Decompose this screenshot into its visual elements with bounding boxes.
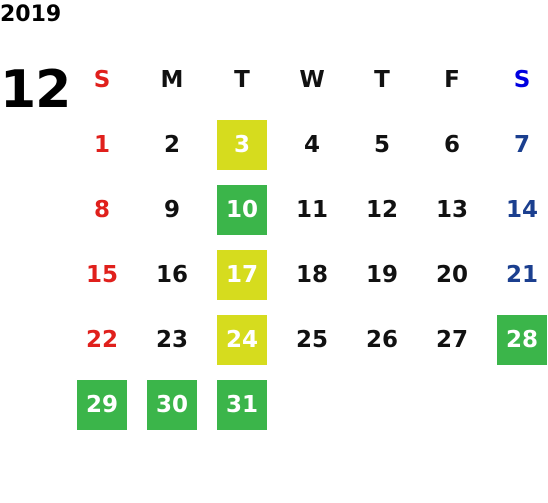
day: 7 [513, 132, 530, 158]
day: 23 [155, 327, 188, 353]
day: 15 [85, 262, 118, 288]
weekday-label: F [444, 67, 460, 93]
year: 2019 [0, 2, 62, 27]
weekday-label: M [160, 67, 184, 93]
day: 20 [435, 262, 468, 288]
day: 16 [155, 262, 188, 288]
day: 6 [443, 132, 460, 158]
highlighted-day: 31 [217, 380, 267, 430]
day: 22 [85, 327, 118, 353]
day: 12 [365, 197, 398, 223]
day: 4 [303, 132, 320, 158]
day: 9 [163, 197, 180, 223]
weekday-label: S [513, 67, 531, 93]
highlighted-day: 29 [77, 380, 127, 430]
highlighted-day: 24 [217, 315, 267, 365]
month: 12 [0, 60, 71, 120]
day: 14 [505, 197, 538, 223]
weekday-label: S [93, 67, 111, 93]
highlighted-day: 17 [217, 250, 267, 300]
highlighted-day: 3 [217, 120, 267, 170]
day: 26 [365, 327, 398, 353]
day: 25 [295, 327, 328, 353]
day: 11 [295, 197, 328, 223]
day: 27 [435, 327, 468, 353]
highlighted-day: 10 [217, 185, 267, 235]
highlighted-day: 28 [497, 315, 547, 365]
weekday-label: T [234, 67, 250, 93]
day: 19 [365, 262, 398, 288]
day: 2 [163, 132, 180, 158]
day: 8 [93, 197, 110, 223]
weekday-label: T [374, 67, 390, 93]
weekday-label: W [299, 67, 325, 93]
day: 18 [295, 262, 328, 288]
highlighted-day: 30 [147, 380, 197, 430]
day: 1 [93, 132, 110, 158]
day: 5 [373, 132, 390, 158]
day: 21 [505, 262, 538, 288]
day: 13 [435, 197, 468, 223]
